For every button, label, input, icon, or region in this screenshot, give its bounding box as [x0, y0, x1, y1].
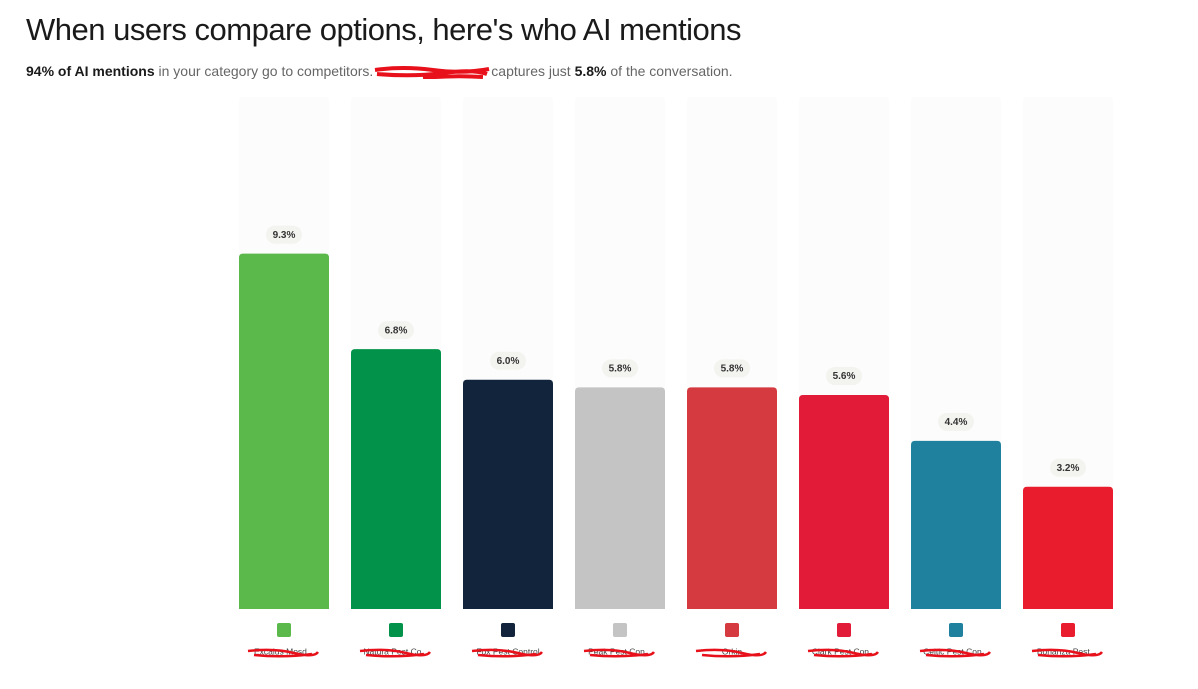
value-label: 5.8% — [609, 364, 632, 375]
value-label: 3.2% — [1057, 463, 1080, 474]
value-label-bg — [602, 359, 638, 378]
value-label: 6.0% — [497, 356, 520, 367]
subtitle-text: of the conversation. — [610, 63, 733, 79]
value-label-bg — [490, 351, 526, 370]
value-label: 6.8% — [385, 325, 408, 336]
value-label: 9.3% — [273, 230, 296, 241]
redaction — [471, 648, 544, 658]
bar — [911, 440, 1001, 609]
value-label-bg — [1050, 458, 1086, 477]
value-label-bg — [714, 359, 750, 378]
subtitle-text: captures just — [491, 63, 571, 79]
bar — [239, 253, 329, 609]
chart-subtitle: 94% of AI mentions in your category go t… — [26, 63, 733, 80]
bar — [687, 387, 777, 609]
bar — [1023, 486, 1113, 609]
value-label-bg — [826, 367, 862, 386]
logo — [613, 623, 627, 637]
redaction — [1031, 648, 1104, 658]
bar — [575, 387, 665, 609]
value-label: 5.8% — [721, 364, 744, 375]
redaction — [359, 648, 432, 658]
bar — [799, 395, 889, 609]
logo — [837, 623, 851, 637]
redaction — [919, 648, 992, 658]
value-label: 4.4% — [945, 417, 968, 428]
value-label-bg — [378, 321, 414, 340]
value-label-bg — [266, 225, 302, 244]
chart-title: When users compare options, here's who A… — [26, 12, 741, 47]
logo — [725, 623, 739, 637]
redaction — [695, 648, 768, 658]
bar — [351, 349, 441, 609]
redaction — [807, 648, 880, 658]
logo — [389, 623, 403, 637]
redaction — [375, 66, 490, 80]
redaction — [583, 648, 656, 658]
value-label: 5.6% — [833, 371, 856, 382]
logo — [1061, 623, 1075, 637]
subtitle-highlight: 5.8% — [574, 63, 607, 79]
logo — [277, 623, 291, 637]
bar-track — [1023, 97, 1113, 609]
logo — [949, 623, 963, 637]
redaction — [247, 648, 320, 658]
value-label-bg — [938, 412, 974, 431]
logo — [501, 623, 515, 637]
subtitle-text: in your category go to competitors. — [158, 63, 374, 79]
bar — [463, 379, 553, 609]
subtitle-lead: 94% of AI mentions — [26, 63, 155, 79]
